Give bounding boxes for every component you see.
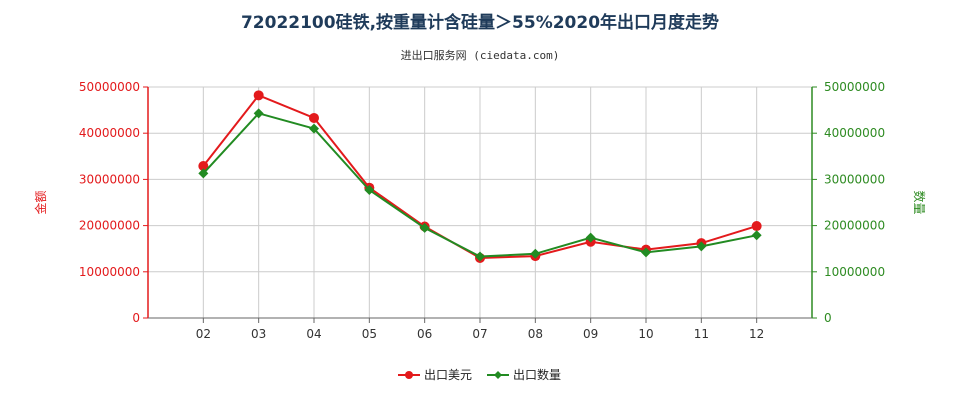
chart-subtitle: 进出口服务网 (ciedata.com) [400, 49, 560, 62]
x-tick-label: 08 [528, 327, 543, 341]
grid [147, 86, 813, 319]
x-tick-label: 04 [306, 327, 321, 341]
x-tick-label: 05 [362, 327, 377, 341]
series-2-point [309, 123, 319, 134]
series-2-point [364, 185, 375, 196]
left-tick-label: 30000000 [79, 172, 140, 186]
y-axis-title-left: 金额 [33, 190, 48, 214]
y-axis-title-right: 数量 [912, 190, 927, 214]
x-tick-label: 06 [417, 327, 432, 341]
chart-title: 72022100硅铁,按重量计含硅量＞55%2020年出口月度走势 [240, 13, 720, 33]
legend-label-1: 出口美元 [424, 368, 472, 382]
right-tick-label: 50000000 [824, 80, 885, 94]
axes: 0 0 10000000 10000000 20000000 20000000 300000… [33, 80, 927, 341]
left-tick-label: 40000000 [79, 126, 140, 140]
series-2-point [419, 222, 430, 233]
legend-marker-2 [494, 371, 502, 379]
x-tick-label: 11 [694, 327, 709, 341]
x-tick-label: 02 [196, 327, 211, 341]
series-2-point [751, 230, 762, 241]
right-tick-label: 20000000 [824, 219, 885, 233]
x-tick-label: 03 [251, 327, 266, 341]
series-2-point [696, 241, 707, 252]
right-tick-label: 10000000 [824, 265, 885, 279]
legend-marker-1 [405, 371, 413, 379]
legend: 出口美元 出口数量 [398, 367, 561, 382]
left-tick-label: 20000000 [79, 219, 140, 233]
series-1-point [309, 112, 319, 123]
series-2-point [253, 108, 264, 119]
right-tick-label: 40000000 [824, 126, 885, 140]
series-2-point [585, 232, 596, 243]
series-2-point [475, 251, 485, 262]
x-tick-label: 07 [472, 327, 487, 341]
left-tick-label: 0 [132, 311, 140, 325]
series-2-point [641, 247, 651, 258]
series-2-point [530, 248, 541, 259]
right-tick-label: 0 [824, 311, 832, 325]
series-1-point [751, 221, 762, 232]
x-tick-label: 10 [638, 327, 653, 341]
x-tick-label: 12 [749, 327, 764, 341]
series-2-point [198, 168, 209, 179]
left-tick-label: 50000000 [79, 80, 140, 94]
series-1-point [253, 90, 264, 101]
series-layer [198, 90, 762, 263]
series-1-point [198, 161, 209, 172]
left-tick-label: 10000000 [79, 265, 140, 279]
legend-label-2: 出口数量 [513, 367, 561, 382]
x-tick-label: 09 [583, 327, 598, 341]
right-tick-label: 30000000 [824, 172, 885, 186]
